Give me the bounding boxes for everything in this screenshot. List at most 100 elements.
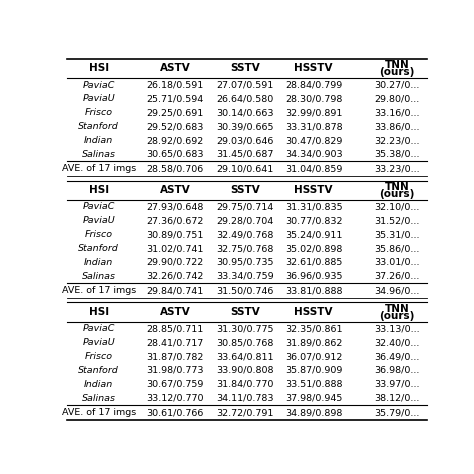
Text: 32.35/0.861: 32.35/0.861 (285, 324, 342, 333)
Text: SSTV: SSTV (230, 307, 260, 317)
Text: 33.01/0...: 33.01/0... (374, 258, 420, 267)
Text: 26.64/0.580: 26.64/0.580 (216, 94, 273, 103)
Text: 33.13/0...: 33.13/0... (374, 324, 420, 333)
Text: 29.03/0.646: 29.03/0.646 (216, 136, 273, 145)
Text: TNN: TNN (385, 182, 410, 192)
Text: 30.61/0.766: 30.61/0.766 (146, 408, 204, 417)
Text: PaviaC: PaviaC (82, 81, 115, 90)
Text: 31.30/0.775: 31.30/0.775 (216, 324, 273, 333)
Text: 30.65/0.683: 30.65/0.683 (146, 150, 204, 159)
Text: HSI: HSI (89, 64, 109, 73)
Text: 34.89/0.898: 34.89/0.898 (285, 408, 342, 417)
Text: Indian: Indian (84, 380, 113, 389)
Text: 30.67/0.759: 30.67/0.759 (146, 380, 204, 389)
Text: Stanford: Stanford (78, 244, 119, 253)
Text: 36.98/0...: 36.98/0... (374, 366, 420, 375)
Text: 31.02/0.741: 31.02/0.741 (146, 244, 204, 253)
Text: 33.31/0.878: 33.31/0.878 (285, 122, 342, 131)
Text: 29.84/0.741: 29.84/0.741 (146, 286, 204, 295)
Text: 32.23/0...: 32.23/0... (374, 136, 420, 145)
Text: 28.92/0.692: 28.92/0.692 (146, 136, 204, 145)
Text: 29.90/0.722: 29.90/0.722 (146, 258, 204, 267)
Text: ASTV: ASTV (160, 307, 191, 317)
Text: HSSTV: HSSTV (294, 185, 333, 195)
Text: Salinas: Salinas (82, 272, 116, 281)
Text: Frisco: Frisco (85, 109, 113, 118)
Text: (ours): (ours) (380, 311, 415, 321)
Text: 29.28/0.704: 29.28/0.704 (216, 216, 273, 225)
Text: 33.81/0.888: 33.81/0.888 (285, 286, 342, 295)
Text: 26.18/0.591: 26.18/0.591 (146, 81, 204, 90)
Text: 33.12/0.770: 33.12/0.770 (146, 394, 204, 403)
Text: ASTV: ASTV (160, 185, 191, 195)
Text: 33.64/0.811: 33.64/0.811 (216, 352, 273, 361)
Text: Indian: Indian (84, 136, 113, 145)
Text: 32.72/0.791: 32.72/0.791 (216, 408, 273, 417)
Text: 27.36/0.672: 27.36/0.672 (146, 216, 204, 225)
Text: (ours): (ours) (380, 189, 415, 199)
Text: PaviaU: PaviaU (82, 216, 115, 225)
Text: 31.04/0.859: 31.04/0.859 (285, 164, 342, 173)
Text: 30.39/0.665: 30.39/0.665 (216, 122, 273, 131)
Text: 33.51/0.888: 33.51/0.888 (285, 380, 342, 389)
Text: 31.98/0.773: 31.98/0.773 (146, 366, 204, 375)
Text: AVE. of 17 imgs: AVE. of 17 imgs (62, 408, 136, 417)
Text: 33.86/0...: 33.86/0... (374, 122, 420, 131)
Text: HSI: HSI (89, 307, 109, 317)
Text: 38.12/0...: 38.12/0... (374, 394, 420, 403)
Text: 35.24/0.911: 35.24/0.911 (285, 230, 342, 239)
Text: 29.80/0...: 29.80/0... (374, 94, 420, 103)
Text: HSI: HSI (89, 185, 109, 195)
Text: 25.71/0.594: 25.71/0.594 (146, 94, 204, 103)
Text: 30.14/0.663: 30.14/0.663 (216, 109, 273, 118)
Text: Frisco: Frisco (85, 352, 113, 361)
Text: 35.87/0.909: 35.87/0.909 (285, 366, 342, 375)
Text: 32.26/0.742: 32.26/0.742 (146, 272, 204, 281)
Text: Salinas: Salinas (82, 394, 116, 403)
Text: 33.23/0...: 33.23/0... (374, 164, 420, 173)
Text: 37.26/0...: 37.26/0... (374, 272, 420, 281)
Text: 28.84/0.799: 28.84/0.799 (285, 81, 342, 90)
Text: 29.52/0.683: 29.52/0.683 (146, 122, 204, 131)
Text: 27.07/0.591: 27.07/0.591 (216, 81, 273, 90)
Text: Salinas: Salinas (82, 150, 116, 159)
Text: 28.30/0.798: 28.30/0.798 (285, 94, 342, 103)
Text: 30.95/0.735: 30.95/0.735 (216, 258, 273, 267)
Text: 28.58/0.706: 28.58/0.706 (146, 164, 204, 173)
Text: 35.38/0...: 35.38/0... (374, 150, 420, 159)
Text: 33.16/0...: 33.16/0... (374, 109, 420, 118)
Text: 30.77/0.832: 30.77/0.832 (285, 216, 342, 225)
Text: HSSTV: HSSTV (294, 307, 333, 317)
Text: 32.61/0.885: 32.61/0.885 (285, 258, 342, 267)
Text: 30.47/0.829: 30.47/0.829 (285, 136, 342, 145)
Text: 37.98/0.945: 37.98/0.945 (285, 394, 342, 403)
Text: 30.27/0...: 30.27/0... (374, 81, 420, 90)
Text: 32.75/0.768: 32.75/0.768 (216, 244, 273, 253)
Text: 32.40/0...: 32.40/0... (374, 338, 420, 347)
Text: Stanford: Stanford (78, 366, 119, 375)
Text: Frisco: Frisco (85, 230, 113, 239)
Text: Indian: Indian (84, 258, 113, 267)
Text: PaviaC: PaviaC (82, 324, 115, 333)
Text: HSSTV: HSSTV (294, 64, 333, 73)
Text: 35.02/0.898: 35.02/0.898 (285, 244, 342, 253)
Text: 27.93/0.648: 27.93/0.648 (146, 202, 204, 211)
Text: 31.87/0.782: 31.87/0.782 (146, 352, 204, 361)
Text: TNN: TNN (385, 304, 410, 314)
Text: 31.89/0.862: 31.89/0.862 (285, 338, 342, 347)
Text: SSTV: SSTV (230, 64, 260, 73)
Text: 31.50/0.746: 31.50/0.746 (216, 286, 273, 295)
Text: 36.07/0.912: 36.07/0.912 (285, 352, 342, 361)
Text: 33.34/0.759: 33.34/0.759 (216, 272, 273, 281)
Text: TNN: TNN (385, 60, 410, 70)
Text: 29.10/0.641: 29.10/0.641 (216, 164, 273, 173)
Text: Stanford: Stanford (78, 122, 119, 131)
Text: 30.85/0.768: 30.85/0.768 (216, 338, 273, 347)
Text: 36.49/0...: 36.49/0... (374, 352, 420, 361)
Text: 32.10/0...: 32.10/0... (374, 202, 420, 211)
Text: 33.97/0...: 33.97/0... (374, 380, 420, 389)
Text: 28.41/0.717: 28.41/0.717 (146, 338, 204, 347)
Text: 36.96/0.935: 36.96/0.935 (285, 272, 342, 281)
Text: SSTV: SSTV (230, 185, 260, 195)
Text: 35.31/0...: 35.31/0... (374, 230, 420, 239)
